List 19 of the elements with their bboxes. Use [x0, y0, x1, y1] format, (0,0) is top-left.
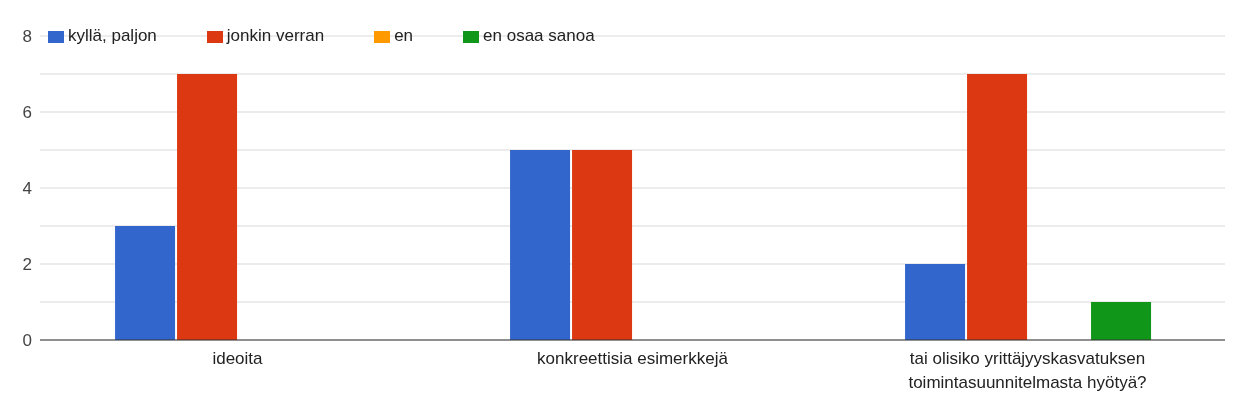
legend-label: jonkin verran	[226, 26, 325, 45]
x-tick-label: tai olisiko yrittäjyyskasvatuksen toimintasuunnitelmasta hyötyä?	[908, 349, 1147, 392]
bar	[510, 150, 571, 340]
y-tick-label: 6	[22, 103, 32, 123]
bar	[905, 264, 966, 340]
bar	[177, 74, 238, 340]
bar	[967, 74, 1028, 340]
legend-label: en	[394, 26, 414, 45]
y-tick-label: 4	[22, 179, 32, 199]
bar	[572, 150, 633, 340]
x-tick-label: konkreettisia esimerkkejä	[537, 349, 729, 368]
y-tick-label: 8	[22, 27, 32, 47]
legend-label: kyllä, paljon	[68, 26, 157, 45]
x-tick-label: ideoita	[212, 349, 264, 368]
bar	[115, 226, 176, 340]
y-tick-label: 2	[22, 255, 32, 275]
y-tick-label: 0	[22, 331, 32, 351]
bar	[1091, 302, 1152, 340]
legend-label: en osaa sanoa	[483, 26, 595, 45]
